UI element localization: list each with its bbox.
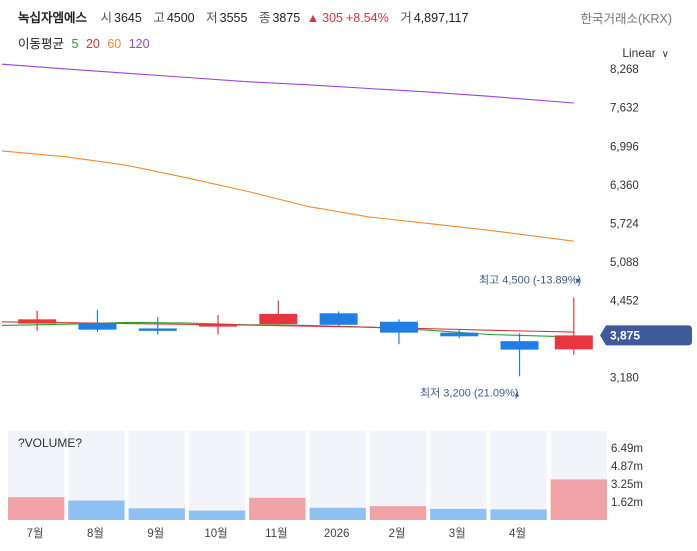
close-value: 3875 — [272, 11, 301, 25]
ma-20-label[interactable]: 20 — [85, 37, 100, 51]
price-tick-label: 6,996 — [610, 141, 639, 153]
volume-column-bg — [309, 431, 366, 520]
candle-body — [18, 319, 57, 324]
volume-value: 4,897,117 — [413, 11, 469, 25]
candle-body — [319, 313, 358, 325]
scale-mode-dropdown[interactable]: Linear ∨ — [622, 46, 669, 60]
candle-body — [554, 335, 593, 350]
volume-bar — [8, 497, 65, 520]
change-value: 305 — [322, 11, 343, 25]
candle-body — [500, 341, 539, 350]
ma-60-line — [1, 150, 574, 242]
candle-body — [78, 323, 117, 330]
price-tick-label: 8,268 — [610, 64, 639, 76]
x-tick-label: 10월 — [204, 527, 227, 540]
ma-legend: 이동평균 5 20 60 120 — [18, 33, 154, 52]
volume-column-bg — [430, 431, 487, 520]
open-label: 시 — [100, 11, 113, 25]
ma-120-line — [1, 63, 574, 104]
chevron-down-icon: ∨ — [661, 49, 669, 60]
x-tick-label: 8월 — [87, 527, 104, 540]
close-label: 종 — [258, 11, 271, 25]
volume-bar — [369, 506, 427, 520]
price-tick-label: 6,360 — [610, 180, 639, 192]
ma-120-label[interactable]: 120 — [128, 37, 150, 51]
price-tick-label: 5,724 — [610, 218, 639, 230]
x-tick-label: 4월 — [509, 527, 526, 540]
low-value: 3555 — [219, 11, 248, 25]
volume-column-bg — [369, 431, 427, 520]
volume-tick-label: 1.62m — [611, 497, 643, 509]
exchange-label: 한국거래소(KRX) — [580, 12, 672, 26]
volume-tick-label: 3.25m — [611, 479, 643, 491]
volume-tick-label: 4.87m — [611, 461, 643, 473]
candle-body — [259, 313, 298, 325]
volume-column-bg — [128, 431, 185, 520]
volume-bar — [188, 510, 246, 520]
price-tick-label: 5,088 — [610, 257, 639, 269]
volume-bar — [128, 508, 185, 520]
last-price-label: 3,875 — [610, 328, 640, 342]
volume-label: 거 — [400, 11, 412, 25]
high-marker-icon: ▼ — [574, 277, 582, 286]
x-tick-label: 2026 — [324, 528, 350, 540]
volume-tick-label: 6.49m — [611, 443, 643, 455]
low-annotation: 최저 3,200 (21.09%) — [420, 386, 519, 399]
ma-legend-label: 이동평균 — [18, 37, 65, 51]
x-tick-label: 7월 — [27, 527, 44, 540]
x-tick-label: 11월 — [265, 527, 288, 540]
low-label: 저 — [206, 11, 218, 25]
x-tick-label: 2월 — [388, 527, 405, 540]
high-label: 고 — [153, 11, 165, 25]
volume-bar — [309, 507, 366, 520]
last-price-tag — [600, 325, 692, 346]
change-percent: +8.54% — [345, 11, 389, 25]
price-tick-label: 3,180 — [610, 373, 639, 385]
stock-name: 녹십자엠에스 — [18, 11, 88, 25]
volume-column-bg — [188, 431, 246, 520]
volume-bar — [550, 479, 607, 520]
candle-body — [379, 321, 418, 333]
quote-header: 녹십자엠에스 시 3645 고 4500 저 3555 종 3875 ▲ 305 +8.54… — [18, 7, 471, 26]
volume-bar — [490, 509, 547, 520]
candle-body — [199, 324, 238, 327]
low-marker-icon: ▲ — [513, 389, 521, 398]
candle-body — [138, 328, 177, 331]
x-tick-label: 3월 — [449, 527, 466, 540]
scale-mode-label: Linear — [622, 46, 656, 60]
up-triangle-icon: ▲ — [306, 11, 320, 25]
price-tick-label: 7,632 — [610, 103, 639, 115]
candle-body — [440, 332, 479, 337]
ma-60-label[interactable]: 60 — [107, 37, 122, 51]
volume-bar — [249, 497, 306, 520]
ma-5-label[interactable]: 5 — [71, 37, 79, 51]
x-tick-label: 9월 — [147, 527, 164, 540]
volume-bar — [430, 508, 487, 520]
volume-bar — [68, 500, 125, 520]
open-value: 3645 — [114, 11, 142, 25]
high-annotation: 최고 4,500 (-13.89%) — [479, 274, 581, 287]
volume-title: ?VOLUME? — [18, 436, 82, 450]
high-value: 4500 — [166, 11, 195, 25]
price-tick-label: 4,452 — [610, 295, 639, 307]
ma-20-line — [1, 321, 574, 333]
volume-column-bg — [490, 431, 547, 520]
